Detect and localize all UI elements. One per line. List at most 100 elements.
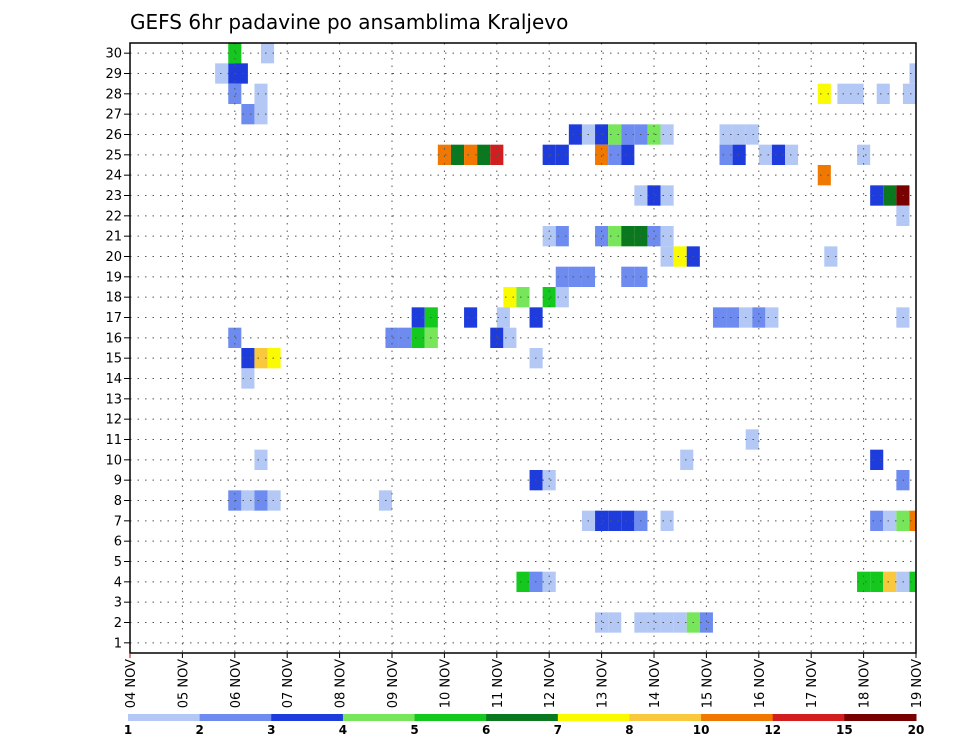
heatmap-cell (621, 510, 635, 531)
x-tick-label: 13 NOV (596, 659, 611, 708)
color-legend: 1 2 3 4 5 6 7 8 10 12 15 20 (124, 714, 925, 737)
heatmap-cell (503, 287, 517, 308)
heatmap-cell (254, 83, 268, 104)
heatmap-cell (228, 43, 242, 64)
heatmap-cell (241, 368, 255, 389)
heatmap-cell (542, 571, 556, 592)
y-tick-label: 6 (114, 535, 122, 550)
y-tick-label: 25 (105, 148, 122, 163)
heatmap-cell (267, 490, 281, 511)
x-tick-label: 09 NOV (386, 659, 401, 708)
y-axis-ticks: 1234567891011121314151617181920212223242… (105, 47, 130, 651)
heatmap-cell (909, 571, 916, 592)
heatmap-cell (647, 185, 661, 206)
heatmap-cell (555, 226, 569, 247)
legend-label: 2 (195, 723, 203, 737)
heatmap-cell (568, 266, 582, 287)
legend-label: 8 (625, 723, 633, 737)
heatmap-cell (542, 287, 556, 308)
heatmap-cell (516, 287, 530, 308)
heatmap-cell (411, 307, 425, 328)
heatmap-cell (568, 124, 582, 145)
y-tick-label: 15 (105, 352, 122, 367)
x-tick-label: 14 NOV (648, 659, 663, 708)
heatmap-cell (902, 83, 916, 104)
y-tick-label: 18 (105, 291, 122, 306)
heatmap-cell (647, 226, 661, 247)
heatmap-cell (817, 165, 831, 186)
heatmap-cell (234, 63, 248, 84)
heatmap-cell (870, 510, 884, 531)
heatmap-cell (870, 185, 884, 206)
heatmap-cell (254, 449, 268, 470)
legend-swatch (772, 714, 845, 721)
x-tick-label: 16 NOV (753, 659, 768, 708)
heatmap-cell (542, 226, 556, 247)
heatmap-cell (909, 510, 916, 531)
plot-frame (129, 42, 917, 654)
heatmap-cell (699, 612, 713, 633)
heatmap-cell (732, 144, 746, 165)
heatmap-cell (680, 449, 694, 470)
y-tick-label: 27 (105, 108, 122, 123)
y-tick-label: 30 (105, 47, 122, 62)
heatmap-cell (719, 144, 733, 165)
y-tick-label: 29 (105, 67, 122, 82)
heatmap-cell (254, 104, 268, 125)
heatmap-cell (660, 510, 674, 531)
legend-label: 20 (908, 723, 925, 737)
legend-label: 4 (339, 723, 347, 737)
heatmap-cell (254, 490, 268, 511)
y-tick-label: 13 (105, 392, 122, 407)
y-tick-label: 5 (114, 555, 122, 570)
x-tick-label: 04 NOV (124, 659, 139, 708)
x-tick-label: 15 NOV (700, 659, 715, 708)
legend-label: 15 (836, 723, 853, 737)
legend-swatch (414, 714, 487, 721)
x-tick-label: 05 NOV (176, 659, 191, 708)
y-tick-label: 22 (105, 209, 122, 224)
heatmap-cell (411, 327, 425, 348)
heatmap-cell (267, 348, 281, 369)
heatmap-cell (621, 226, 635, 247)
heatmap-cell (824, 246, 838, 267)
heatmap-cell (595, 226, 609, 247)
x-tick-label: 07 NOV (281, 659, 296, 708)
y-tick-label: 24 (105, 169, 122, 184)
heatmap-cell (464, 144, 478, 165)
heatmap-cell (555, 266, 569, 287)
heatmap-cell (496, 307, 510, 328)
heatmap-cell (608, 144, 622, 165)
x-tick-label: 19 NOV (910, 659, 925, 708)
x-tick-label: 17 NOV (805, 659, 820, 708)
y-tick-label: 9 (114, 474, 122, 489)
heatmap-cell (850, 83, 864, 104)
heatmap-cell (660, 185, 674, 206)
heatmap-cell (608, 612, 622, 633)
heatmap-cell (542, 144, 556, 165)
heatmap-cell (660, 612, 674, 633)
heatmap-cell (241, 490, 255, 511)
heatmap-cell (228, 83, 242, 104)
heatmap-cell (621, 144, 635, 165)
heatmap-cell (595, 144, 609, 165)
heatmap-cell (771, 144, 785, 165)
y-tick-label: 7 (114, 514, 122, 529)
heatmap-cell (516, 571, 530, 592)
heatmap-cell (883, 510, 897, 531)
heatmap-cell (909, 63, 916, 84)
x-tick-label: 08 NOV (334, 659, 349, 708)
y-tick-label: 14 (105, 372, 122, 387)
heatmap-cell (261, 43, 275, 64)
heatmap-cell (726, 307, 740, 328)
heatmap-cell (719, 124, 733, 145)
y-tick-label: 8 (114, 494, 122, 509)
heatmap-cells (215, 43, 916, 633)
legend-swatch (128, 714, 201, 721)
heatmap-cell (673, 612, 687, 633)
heatmap-cell (241, 348, 255, 369)
legend-swatch (701, 714, 774, 721)
x-tick-label: 06 NOV (229, 659, 244, 708)
heatmap-cell (608, 510, 622, 531)
